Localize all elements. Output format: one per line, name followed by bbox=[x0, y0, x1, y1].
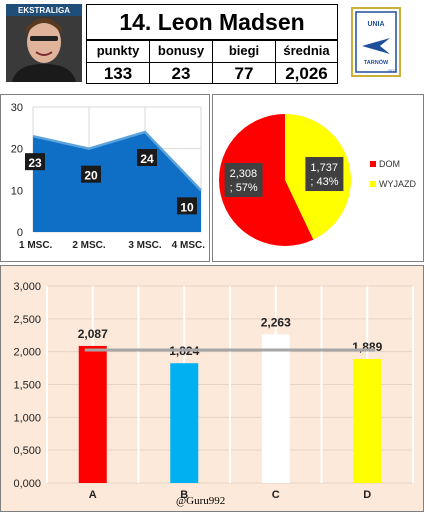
svg-text:; 43%: ; 43% bbox=[310, 176, 338, 188]
area-chart: 0 10 20 30 23 20 24 10 1 MSC. 2 MSC. 3 MSC. 4 MSC. bbox=[11, 102, 206, 251]
data-label: 23 bbox=[25, 153, 45, 171]
y-tick-label: 1,000 bbox=[13, 412, 41, 424]
author-credit: @Guru992 bbox=[176, 495, 226, 507]
svg-text:20: 20 bbox=[84, 169, 98, 183]
stat-value: 77 bbox=[213, 62, 275, 85]
pie-slice bbox=[219, 114, 314, 246]
bar bbox=[170, 363, 199, 483]
logo-text-year: 2012 bbox=[388, 68, 398, 73]
legend-label: WYJAZD bbox=[379, 179, 416, 189]
bar-value-label: 2,263 bbox=[261, 315, 291, 329]
logo-text-top: UNIA bbox=[367, 21, 384, 28]
bar bbox=[353, 358, 382, 483]
y-tick-label: 2,000 bbox=[13, 347, 41, 359]
player-photo-image: EKSTRALIGA bbox=[6, 4, 82, 82]
y-tick-label: 30 bbox=[11, 102, 23, 114]
stat-value: 133 bbox=[87, 62, 149, 85]
pie-chart-panel: 2,308 ; 57% 1,737 ; 43% DOM WYJAZD bbox=[212, 94, 424, 262]
y-tick-label: 20 bbox=[11, 144, 23, 156]
stat-label: średnia bbox=[283, 43, 330, 58]
svg-text:24: 24 bbox=[140, 152, 154, 166]
bar-chart: 0,000 0,500 1,000 1,500 2,000 2,500 3,000 2,087… bbox=[13, 281, 414, 501]
x-tick-label: 2 MSC. bbox=[72, 240, 106, 251]
stat-points: punkty 133 bbox=[86, 40, 150, 84]
area-outline bbox=[32, 130, 202, 192]
bar bbox=[78, 345, 107, 483]
y-tick-label: 10 bbox=[11, 185, 23, 197]
x-tick-label: B bbox=[180, 489, 188, 501]
stat-label: biegi bbox=[228, 43, 260, 58]
y-tick-label: 0 bbox=[17, 227, 23, 239]
svg-text:2,308: 2,308 bbox=[230, 168, 258, 180]
legend-swatch bbox=[370, 181, 376, 187]
x-tick-label: 4 MSC. bbox=[172, 240, 206, 251]
svg-text:1,737: 1,737 bbox=[310, 162, 338, 174]
stat-value: 23 bbox=[150, 62, 212, 85]
pie-data-label: 2,308 ; 57% bbox=[224, 162, 263, 197]
x-tick-label: C bbox=[272, 489, 280, 501]
y-tick-label: 1,500 bbox=[13, 380, 41, 392]
bar-chart-panel: 0,000 0,500 1,000 1,500 2,000 2,500 3,000 2,087… bbox=[0, 265, 424, 512]
data-label: 10 bbox=[177, 197, 197, 215]
stat-value: 2,026 bbox=[276, 62, 337, 85]
area-series bbox=[33, 132, 201, 232]
area-chart-panel: 0 10 20 30 23 20 24 10 1 MSC. 2 MSC. 3 MSC. 4 MSC. bbox=[0, 94, 210, 262]
stat-bonuses: bonusy 23 bbox=[149, 40, 213, 84]
x-tick-label: D bbox=[363, 489, 371, 501]
logo-text-bottom: TARNÓW bbox=[364, 58, 389, 66]
y-tick-label: 0,500 bbox=[13, 445, 41, 457]
x-tick-label: A bbox=[89, 489, 97, 501]
stat-label: punkty bbox=[96, 43, 140, 58]
photo-caption: EKSTRALIGA bbox=[18, 6, 70, 15]
bar-value-label: 1,889 bbox=[352, 340, 382, 354]
svg-text:10: 10 bbox=[180, 200, 194, 214]
data-label: 20 bbox=[81, 165, 101, 183]
stat-average: średnia 2,026 bbox=[275, 40, 338, 84]
y-tick-label: 3,000 bbox=[13, 281, 41, 293]
page-title: 14. Leon Madsen bbox=[86, 4, 338, 40]
legend-swatch bbox=[370, 161, 376, 167]
x-tick-label: 3 MSC. bbox=[128, 240, 162, 251]
bar bbox=[261, 334, 290, 483]
y-tick-label: 0,000 bbox=[13, 478, 41, 490]
stat-heats: biegi 77 bbox=[212, 40, 276, 84]
svg-text:; 57%: ; 57% bbox=[230, 182, 258, 194]
legend-label: DOM bbox=[379, 159, 400, 169]
x-tick-label: 1 MSC. bbox=[19, 240, 53, 251]
y-tick-label: 2,500 bbox=[13, 314, 41, 326]
pie-data-label: 1,737 ; 43% bbox=[305, 157, 344, 192]
pie-chart: 2,308 ; 57% 1,737 ; 43% DOM WYJAZD bbox=[219, 114, 416, 246]
header: EKSTRALIGA 14. Leon Madsen punkty 133 bo… bbox=[0, 0, 424, 86]
svg-text:23: 23 bbox=[28, 156, 42, 170]
bar-value-label: 2,087 bbox=[78, 327, 108, 341]
player-photo: EKSTRALIGA bbox=[6, 4, 82, 82]
stat-label: bonusy bbox=[157, 43, 205, 58]
club-logo-image: UNIA TARNÓW 2012 bbox=[351, 7, 401, 77]
data-label: 24 bbox=[137, 149, 157, 166]
club-logo: UNIA TARNÓW 2012 bbox=[350, 6, 402, 78]
